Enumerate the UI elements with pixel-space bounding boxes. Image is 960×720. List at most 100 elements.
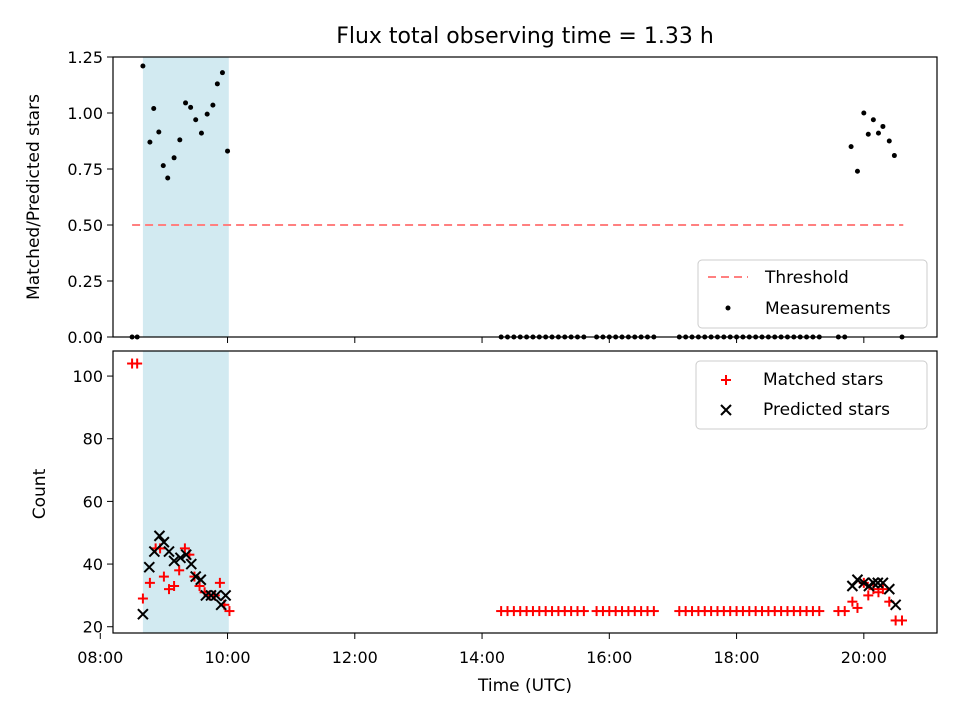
- matched-star-marker: [179, 543, 190, 554]
- matched-star-marker: [169, 581, 180, 591]
- predicted-star-marker-b: [174, 552, 187, 564]
- predicted-star-marker: [174, 552, 187, 564]
- threshold-legend-label: Threshold: [764, 268, 849, 288]
- ratio-y-tick-label: 0.25: [67, 272, 103, 291]
- measurement-point: [198, 130, 204, 136]
- count-y-tick-label: 80: [83, 430, 103, 449]
- measurement-point: [219, 70, 225, 76]
- count-y-tick-label: 60: [83, 492, 103, 511]
- predicted-star-marker: [215, 599, 227, 611]
- measurements-legend-label: Measurements: [765, 299, 891, 319]
- predicted-star-marker-b: [185, 558, 197, 570]
- predicted-star-marker-b: [889, 599, 902, 611]
- measurement-point: [165, 175, 171, 181]
- predicted-star-marker-b: [883, 583, 895, 595]
- predicted-star-marker-b: [180, 548, 192, 561]
- predicted-star-marker: [200, 589, 212, 602]
- matched-star-marker: [863, 590, 874, 601]
- predicted-legend-marker-b: [720, 404, 732, 416]
- predicted-star-marker-b: [195, 574, 207, 586]
- predicted-star-marker: [180, 548, 192, 561]
- matched-star-marker: [137, 593, 148, 604]
- matched-stars-legend-label: Matched stars: [763, 370, 883, 390]
- predicted-star-marker: [195, 574, 207, 586]
- measurement-point: [210, 102, 216, 108]
- matched-star-marker: [814, 606, 825, 617]
- count-legend-box: [695, 360, 928, 430]
- matched-star-marker: [214, 577, 225, 588]
- predicted-star-marker-b: [143, 561, 155, 573]
- count-y-axis-label: Count: [30, 468, 50, 519]
- predicted-star-marker-b: [205, 589, 217, 602]
- predicted-star-marker-b: [158, 536, 170, 548]
- matched-stars-legend-handle: [721, 375, 731, 385]
- predicted-star-marker: [190, 570, 202, 583]
- predicted-star-marker: [185, 558, 197, 570]
- matched-star-marker: [839, 606, 850, 617]
- ratio-legend: Threshold Measurements: [697, 259, 928, 329]
- predicted-star-marker-b: [872, 577, 884, 589]
- measurement-point: [151, 106, 157, 112]
- ratio-panel: 0.00 0.25 0.50 0.75 1.00 1.25 Matched/Predict…: [24, 48, 938, 347]
- ratio-y-tick-label: 0.00: [67, 328, 103, 347]
- measurement-point: [177, 137, 183, 143]
- predicted-star-marker: [883, 583, 895, 595]
- predicted-star-marker-b: [867, 577, 880, 589]
- count-x-tick-label: 08:00: [77, 648, 123, 667]
- count-x-tick-label: 14:00: [459, 648, 505, 667]
- matched-star-marker: [174, 565, 185, 576]
- matched-star-marker: [852, 602, 863, 613]
- predicted-star-marker: [158, 536, 170, 548]
- predicted-star-marker: [168, 555, 180, 567]
- predicted-star-marker-b: [215, 599, 227, 611]
- count-panel: 20 40 60 80 100 08:00 10:00 12:00 14:00 16:00 18:…: [30, 350, 938, 696]
- predicted-star-marker: [872, 577, 884, 589]
- predicted-star-marker: [858, 577, 870, 589]
- count-y-tick-label: 20: [83, 618, 103, 637]
- measurement-point: [214, 81, 220, 87]
- measurement-point: [880, 123, 886, 129]
- predicted-star-marker: [851, 574, 864, 586]
- count-x-tick-label: 16:00: [586, 648, 632, 667]
- count-x-tick-label: 18:00: [714, 648, 760, 667]
- measurement-point: [891, 153, 897, 159]
- matched-star-marker: [163, 584, 174, 595]
- chart-title: Flux total observing time = 1.33 h: [336, 24, 714, 49]
- predicted-stars-legend-handle: [720, 404, 732, 416]
- predicted-star-marker: [143, 561, 155, 573]
- predicted-star-marker: [867, 577, 880, 589]
- predicted-star-marker: [205, 589, 217, 602]
- predicted-star-marker-b: [148, 545, 161, 558]
- predicted-star-marker: [153, 530, 166, 542]
- matched-star-marker: [194, 581, 205, 591]
- matched-star-marker: [132, 358, 143, 369]
- count-legend: Matched stars Predicted stars: [695, 360, 928, 430]
- matched-star-marker: [144, 577, 155, 588]
- measurement-point: [886, 138, 892, 144]
- predicted-star-marker: [210, 589, 222, 602]
- measurement-point: [225, 148, 231, 154]
- matched-star-marker: [877, 584, 888, 595]
- predicted-star-marker-b: [851, 574, 864, 586]
- predicted-star-marker: [219, 589, 232, 602]
- measurement-point: [160, 163, 166, 169]
- measurement-point: [204, 111, 210, 117]
- measurement-point: [848, 144, 854, 150]
- matched-star-marker: [847, 596, 858, 607]
- measurement-point: [875, 130, 881, 136]
- measurement-point: [147, 139, 153, 145]
- predicted-star-marker: [137, 608, 149, 620]
- predicted-stars-legend-label: Predicted stars: [763, 400, 890, 420]
- ratio-y-axis-label: Matched/Predicted stars: [24, 94, 44, 300]
- measurements-legend-handle: [725, 305, 731, 311]
- measurement-point: [183, 100, 189, 106]
- predicted-star-marker-b: [210, 589, 222, 602]
- count-panel-frame: [112, 350, 938, 634]
- measurement-point: [140, 63, 146, 69]
- matched-star-marker: [224, 606, 235, 617]
- measurement-point: [861, 110, 867, 116]
- predicted-star-marker-b: [168, 555, 180, 567]
- predicted-star-marker-b: [153, 530, 166, 542]
- count-x-tick-label: 20:00: [841, 648, 887, 667]
